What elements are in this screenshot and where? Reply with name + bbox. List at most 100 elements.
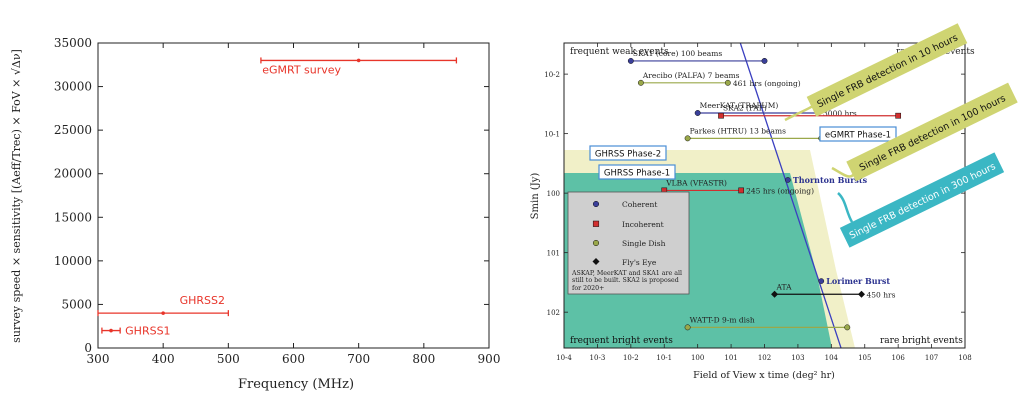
left-y-tick-label: 5000 [61,297,92,311]
left-y-tick-label: 20000 [54,167,92,181]
ghrss-phase1-label: GHRSS Phase-1 [604,169,670,179]
legend-label-flys-eye: Fly's Eye [622,258,657,267]
left-x-tick-label: 900 [478,352,501,366]
instrument-marker [684,135,691,142]
instrument-label-6: Parkes (HTRU) 13 beams [690,126,786,135]
legend: Coherent Incoherent Single Dish Fly's Ey… [567,191,690,295]
instrument-label-3: MeerKAT (TRAPUM) [700,101,779,110]
left-y-tick-label: 0 [84,341,92,355]
right-x-tick-label: 103 [791,354,804,362]
banner-connector-300h [837,192,854,223]
banner-100-hours-bg [846,82,1018,182]
right-y-tick-label: 100 [547,190,560,198]
left-x-tick-label: 700 [347,352,370,366]
instrument-note-2: 461 hrs (ongoing) [733,79,801,88]
instrument-label-5: SKA2 (PAF) [723,104,767,113]
ghrss-phase2-box [589,145,667,161]
legend-marker-single-dish [592,239,600,247]
right-x-tick-label: 10-2 [623,354,639,362]
right-y-tick-label: 101 [547,250,560,258]
corner-label-bottom-right: rare bright events [880,336,963,346]
legend-marker-flys-eye [592,258,600,265]
instrument-label-9: ATA [776,282,793,291]
left-y-ticks: 0 5000 10000 15000 20000 25000 30000 35000 [54,36,489,355]
burst-marker-1 [818,278,825,284]
instrument-label-7: VLBA (VFASTR) [665,178,727,187]
right-x-axis-label: Field of View x time (deg² hr) [693,370,835,381]
series-point-2 [109,328,113,333]
right-chart: SKA1 (core) 100 beams Arecibo (PALFA) 7 b… [530,23,1018,381]
series-label-2: GHRSS1 [125,325,170,338]
burst-label-0: Thornton Bursts [793,175,868,185]
left-series: eGMRT survey GHRSS2 GHRSS1 [97,57,458,338]
egmrt-phase1-box [819,126,897,142]
right-y-tick-label: 102 [547,309,560,317]
instrument-marker [694,110,701,116]
right-x-tick-label: 101 [724,354,737,362]
left-y-tick-label: 25000 [54,123,92,137]
left-y-tick-label: 15000 [54,210,92,224]
left-x-tick-label: 500 [217,352,240,366]
right-y-axis-label: Smin (Jy) [530,173,541,220]
right-x-tick-label: 108 [958,354,971,362]
right-x-ticks: 10-4 10-3 10-2 10-1 100 101 102 103 104 105 106 107… [556,43,972,362]
egmrt-phase1-label: eGMRT Phase-1 [825,131,891,141]
burst-markers: Thornton Bursts Lorimer Burst [785,175,890,286]
legend-label-single-dish: Single Dish [622,239,666,248]
left-y-tick-label: 30000 [54,80,92,94]
instrument-marker [895,112,902,119]
series-label-0: eGMRT survey [262,63,341,76]
instrument-marker [858,290,866,298]
instrument-marker [718,112,724,119]
left-x-ticks: 300 400 500 600 700 800 900 [87,43,501,366]
right-x-tick-label: 100 [691,354,704,362]
corner-label-bottom-left: frequent bright events [570,336,673,346]
series-label-1: GHRSS2 [180,294,225,307]
left-y-axis-label: survey speed × sensitivity [(Aeff/Trec) … [10,49,23,343]
instrument-marker [684,324,691,331]
right-y-ticks: 10-2 10-1 100 101 102 [544,71,965,317]
left-plot-frame [97,42,490,349]
burst-label-1: Lorimer Burst [826,276,890,286]
right-x-tick-label: 105 [858,354,871,362]
instrument-note-10: 450 hrs [867,290,896,299]
burst-marker-0 [785,177,791,183]
legend-label-coherent: Coherent [622,200,657,209]
legend-note: ASKAP, MeerKAT and SKA1 are all still to… [572,270,683,292]
instrument-marker [844,324,851,331]
right-x-tick-label: 10-3 [590,354,606,362]
right-x-tick-label: 10-1 [656,354,672,362]
left-x-tick-label: 300 [87,352,110,366]
instrument-note-8: 245 hrs (ongoing) [746,186,814,195]
left-x-tick-label: 800 [412,352,435,366]
legend-box [567,191,690,295]
sensitivity-limit-line [739,43,842,348]
banner-10-hours-bg [806,23,968,117]
left-x-tick-label: 400 [152,352,175,366]
legend-marker-coherent [592,200,600,208]
right-x-tick-label: 106 [891,354,905,362]
left-x-tick-label: 600 [282,352,305,366]
legend-label-incoherent: Incoherent [622,220,664,229]
instrument-marker [724,79,731,86]
left-x-axis-label: Frequency (MHz) [238,377,354,392]
instrument-marker [761,57,768,64]
legend-marker-incoherent [592,220,600,227]
series-point-0 [356,58,361,63]
series-point-1 [161,311,165,315]
ghrss-phase2-label: GHRSS Phase-2 [595,150,661,160]
instrument-label-0: SKA1 (core) 100 beams [633,49,723,58]
left-y-tick-label: 35000 [54,36,92,50]
instrument-marker [627,57,634,64]
left-chart: 0 5000 10000 15000 20000 25000 30000 35000 300 4… [10,36,500,392]
instrument-lines: SKA1 (core) 100 beams Arecibo (PALFA) 7 b… [627,49,902,331]
right-x-tick-label: 10-4 [556,354,572,362]
corner-label-top-left: frequent weak events [570,47,669,57]
instrument-marker [771,290,779,298]
instrument-label-11: WATT-D 9-m dish [690,315,755,324]
instrument-marker [738,187,744,194]
ghrss-phase1-box [598,164,676,180]
instrument-label-1: Arecibo (PALFA) 7 beams [642,71,740,80]
right-y-tick-label: 10-2 [544,71,560,79]
